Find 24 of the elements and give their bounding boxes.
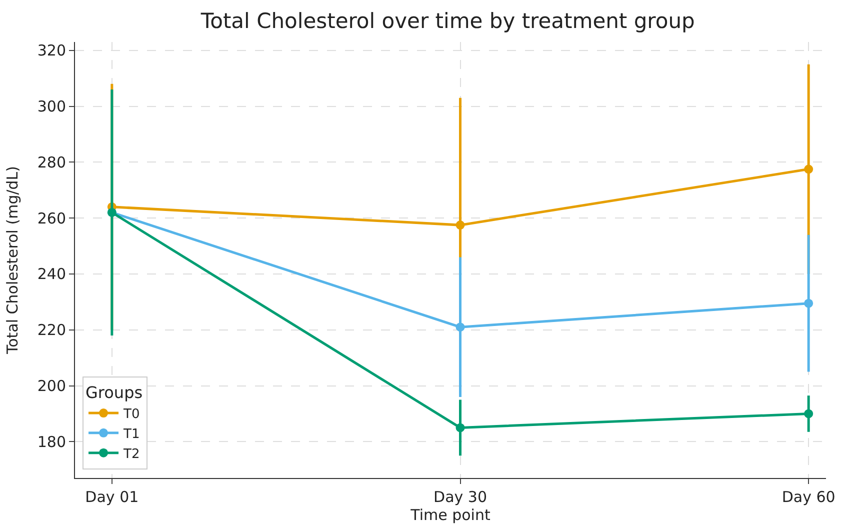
y-tick-label: 180: [37, 432, 66, 451]
point: [804, 298, 814, 308]
legend-label: T2: [122, 446, 140, 462]
point: [804, 164, 814, 174]
point: [456, 423, 465, 432]
x-tick-label: Day 60: [782, 488, 836, 506]
y-tick-label: 220: [37, 321, 66, 340]
chart-title: Total Cholesterol over time by treatment group: [200, 8, 695, 33]
legend-label: T0: [122, 407, 140, 422]
y-tick-label: 240: [37, 265, 66, 284]
x-tick-label: Day 01: [85, 488, 139, 506]
y-tick-label: 300: [37, 98, 66, 116]
point: [456, 322, 465, 332]
x-tick-label: Day 30: [434, 488, 487, 506]
point: [804, 409, 814, 418]
y-tick-label: 320: [37, 42, 66, 60]
legend-title: Groups: [86, 383, 143, 402]
x-axis-title: Time point: [410, 506, 490, 524]
legend-label: T1: [122, 427, 140, 442]
y-tick-label: 200: [37, 377, 66, 396]
y-axis-title: Total Cholesterol (mg/dL): [4, 166, 22, 355]
y-tick-label: 260: [37, 209, 66, 228]
y-tick-label: 280: [37, 153, 66, 172]
point: [456, 220, 465, 230]
